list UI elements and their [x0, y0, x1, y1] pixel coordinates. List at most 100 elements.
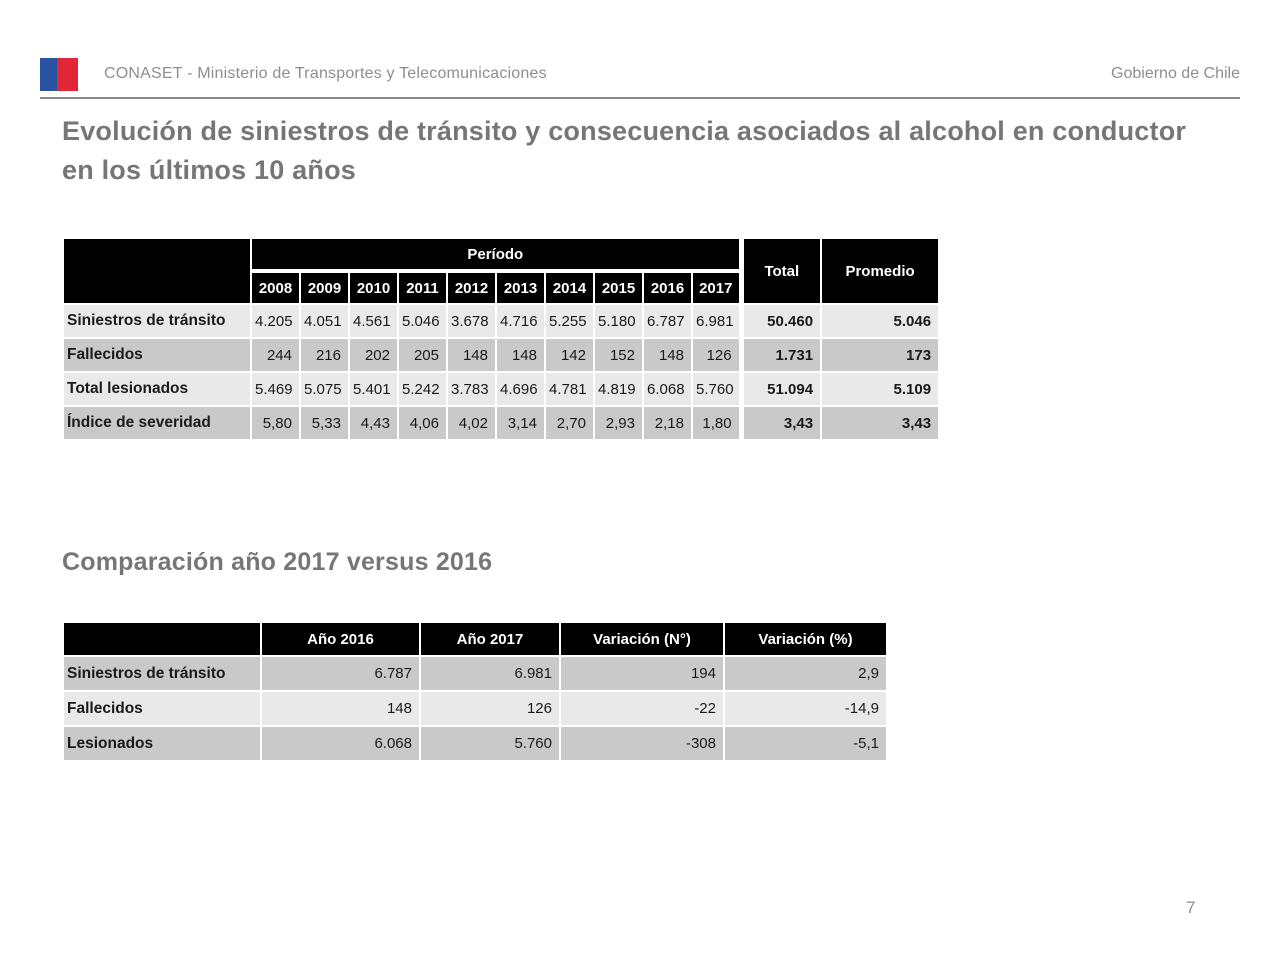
header-divider [40, 97, 1240, 99]
data-cell: 202 [348, 337, 399, 373]
data-cell: 6.068 [642, 371, 693, 407]
table-row: Fallecidos 244 216 202 205 148 148 142 1… [62, 337, 941, 373]
logo-blue-half [40, 57, 58, 91]
data-cell: 148 [446, 337, 497, 373]
total-cell: 51.094 [738, 371, 823, 407]
data-cell: 6.981 [690, 303, 743, 339]
promedio-cell: 5.046 [820, 303, 941, 339]
data-cell: -308 [559, 725, 725, 762]
years-header-row: 2008 2009 2010 2011 2012 2013 2014 2015 … [63, 270, 939, 305]
data-cell: 126 [419, 690, 561, 727]
data-cell: 6.981 [419, 655, 561, 692]
data-cell: 2,70 [544, 405, 595, 441]
data-cell: 6.787 [642, 303, 693, 339]
year-header: 2013 [495, 270, 546, 305]
gobierno-de-chile-logo-icon [40, 57, 78, 91]
table-row: Total lesionados 5.469 5.075 5.401 5.242… [62, 371, 941, 407]
promedio-cell: 3,43 [820, 405, 941, 441]
table-header-row: Año 2016 Año 2017 Variación (N°) Variaci… [62, 621, 888, 657]
year-header: 2015 [593, 270, 644, 305]
data-cell: 3.783 [446, 371, 497, 407]
year-header: 2011 [397, 270, 448, 305]
comparison-title: Comparación año 2017 versus 2016 [62, 548, 493, 576]
year-header: 2008 [250, 270, 301, 305]
promedio-cell: 173 [820, 337, 941, 373]
corner-cell [62, 237, 252, 305]
evolution-table: Período Total Promedio 2008 2009 2010 20… [62, 237, 941, 441]
data-cell: 6.068 [260, 725, 421, 762]
col-header: Año 2016 [260, 621, 421, 657]
data-cell: 4,02 [446, 405, 497, 441]
data-cell: 3.678 [446, 303, 497, 339]
data-cell: 5.469 [250, 371, 301, 407]
data-cell: 4.716 [495, 303, 546, 339]
data-cell: 4.696 [495, 371, 546, 407]
total-cell: 1.731 [738, 337, 823, 373]
table-row: Índice de severidad 5,80 5,33 4,43 4,06 … [62, 405, 941, 441]
data-cell: 152 [593, 337, 644, 373]
year-header: 2012 [446, 270, 497, 305]
promedio-header: Promedio [820, 237, 941, 305]
comparison-table: Año 2016 Año 2017 Variación (N°) Variaci… [62, 621, 888, 762]
promedio-cell: 5.109 [820, 371, 941, 407]
data-cell: 5.401 [348, 371, 399, 407]
row-label: Siniestros de tránsito [62, 303, 252, 339]
col-header: Variación (N°) [559, 621, 725, 657]
data-cell: 5.242 [397, 371, 448, 407]
data-cell: 4,06 [397, 405, 448, 441]
data-cell: 244 [250, 337, 301, 373]
data-cell: 5,33 [299, 405, 350, 441]
page-number: 7 [1186, 898, 1196, 917]
data-cell: 194 [559, 655, 725, 692]
total-cell: 50.460 [738, 303, 823, 339]
col-header: Año 2017 [419, 621, 561, 657]
logo-red-half [57, 57, 78, 91]
data-cell: 4.561 [348, 303, 399, 339]
table-row: Lesionados 6.068 5.760 -308 -5,1 [62, 725, 888, 762]
corner-cell [62, 621, 262, 657]
data-cell: 4.819 [593, 371, 644, 407]
data-cell: -5,1 [723, 725, 888, 762]
period-group-header: Período [249, 237, 743, 273]
data-cell: 148 [260, 690, 421, 727]
year-header: 2014 [544, 270, 595, 305]
data-cell: 2,93 [593, 405, 644, 441]
year-header: 2016 [642, 270, 693, 305]
top-bar: CONASET - Ministerio de Transportes y Te… [40, 55, 1240, 93]
data-cell: 5.760 [690, 371, 743, 407]
data-cell: 4.205 [250, 303, 301, 339]
data-cell: 4.781 [544, 371, 595, 407]
data-cell: 142 [544, 337, 595, 373]
data-cell: 205 [397, 337, 448, 373]
table-row: Fallecidos 148 126 -22 -14,9 [62, 690, 888, 727]
data-cell: 148 [495, 337, 546, 373]
data-cell: 2,18 [642, 405, 693, 441]
organization-name: CONASET - Ministerio de Transportes y Te… [104, 65, 547, 82]
row-label: Fallecidos [62, 337, 252, 373]
data-cell: 6.787 [260, 655, 421, 692]
data-cell: 5.760 [419, 725, 561, 762]
col-header: Variación (%) [723, 621, 888, 657]
data-cell: 126 [690, 337, 743, 373]
data-cell: 5.075 [299, 371, 350, 407]
data-cell: 5.255 [544, 303, 595, 339]
table-header-row: Período Total Promedio [62, 237, 941, 305]
slide-title: Evolución de siniestros de tránsito y co… [62, 116, 1187, 186]
data-cell: -14,9 [723, 690, 888, 727]
data-cell: 3,14 [495, 405, 546, 441]
table-row: Siniestros de tránsito 6.787 6.981 194 2… [62, 655, 888, 692]
row-label: Índice de severidad [62, 405, 252, 441]
data-cell: 4,43 [348, 405, 399, 441]
government-label: Gobierno de Chile [1111, 65, 1240, 82]
total-cell: 3,43 [738, 405, 823, 441]
data-cell: -22 [559, 690, 725, 727]
data-cell: 5.046 [397, 303, 448, 339]
data-cell: 4.051 [299, 303, 350, 339]
data-cell: 5,80 [250, 405, 301, 441]
row-label: Lesionados [62, 725, 262, 762]
data-cell: 2,9 [723, 655, 888, 692]
row-label: Fallecidos [62, 690, 262, 727]
table-row: Siniestros de tránsito 4.205 4.051 4.561… [62, 303, 941, 339]
data-cell: 148 [642, 337, 693, 373]
data-cell: 1,80 [690, 405, 743, 441]
